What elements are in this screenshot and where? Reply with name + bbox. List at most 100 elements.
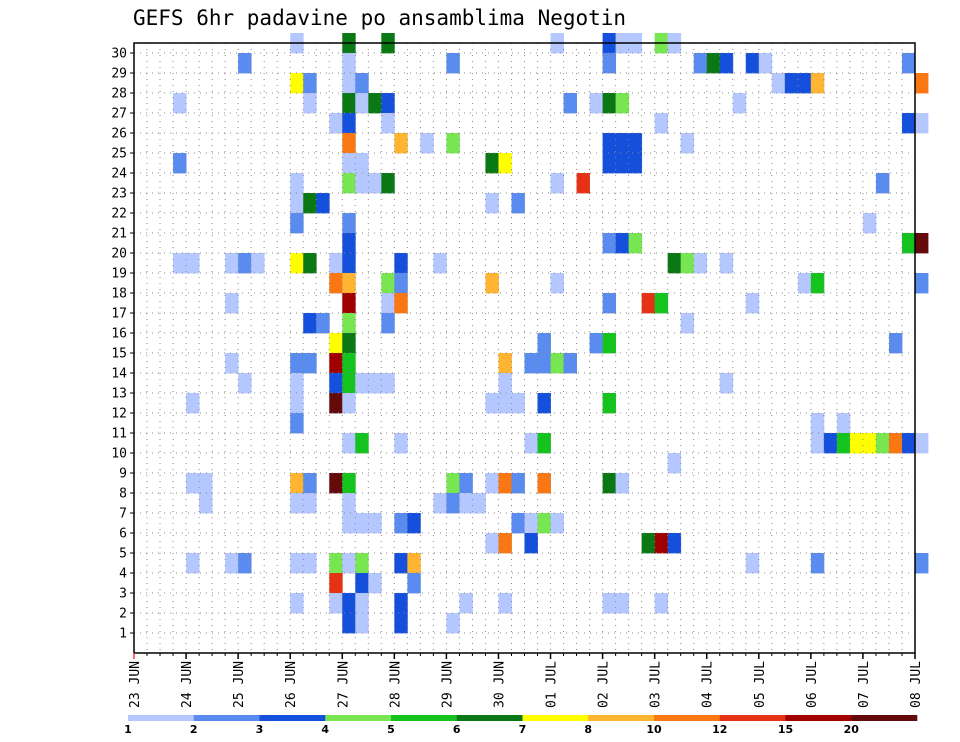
colorbar-segment <box>654 715 721 721</box>
heatmap-cell <box>355 373 369 394</box>
heatmap-cell <box>654 293 669 314</box>
heatmap-cell <box>381 173 395 194</box>
y-tick-label: 9 <box>119 467 127 482</box>
heatmap-cell <box>329 333 343 354</box>
heatmap-cell <box>485 273 499 294</box>
x-tick-label: 07 JUL <box>857 661 872 708</box>
heatmap-cell <box>875 433 890 454</box>
heatmap-cell <box>719 373 734 394</box>
y-tick-label: 20 <box>111 247 127 262</box>
heatmap-cell <box>329 373 343 394</box>
heatmap-cell <box>342 513 356 534</box>
heatmap-cell <box>498 153 512 174</box>
heatmap-cell <box>186 393 200 414</box>
heatmap-cell <box>329 273 343 294</box>
heatmap-cell <box>810 413 825 434</box>
heatmap-cell <box>355 73 369 94</box>
heatmap-cell <box>342 393 356 414</box>
heatmap-cell <box>355 93 369 114</box>
heatmap-cell <box>355 513 369 534</box>
heatmap-cell <box>342 333 356 354</box>
colorbar-segment <box>588 715 655 721</box>
heatmap-cell <box>355 573 369 594</box>
heatmap-cell <box>810 553 825 574</box>
y-tick-label: 29 <box>111 67 127 82</box>
heatmap-cell <box>329 353 343 374</box>
colorbar-segment <box>522 715 589 721</box>
y-tick-label: 8 <box>119 487 127 502</box>
y-tick-label: 27 <box>111 107 127 122</box>
x-tick-label: 02 JUL <box>597 661 612 708</box>
x-tick-label: 24 JUN <box>180 661 195 708</box>
heatmap-cell <box>238 253 252 274</box>
heatmap-cell <box>368 93 382 114</box>
colorbar-segment <box>128 715 195 721</box>
colorbar-segment <box>719 715 786 721</box>
heatmap-cell <box>745 293 760 314</box>
heatmap-cell <box>901 233 916 254</box>
heatmap-cell <box>589 333 603 354</box>
heatmap-cell <box>394 253 408 274</box>
heatmap-cell <box>888 433 903 454</box>
heatmap-cell <box>303 73 317 94</box>
heatmap-cell <box>342 313 356 334</box>
y-tick-label: 26 <box>111 127 127 142</box>
heatmap-cell <box>342 373 356 394</box>
heatmap-cell <box>394 613 408 634</box>
y-tick-label: 25 <box>111 147 127 162</box>
colorbar-label: 8 <box>584 723 592 736</box>
heatmap-cell <box>329 253 343 274</box>
heatmap-cell <box>511 393 525 414</box>
colorbar-segment <box>456 715 523 721</box>
heatmap-cell <box>381 113 395 134</box>
heatmap-cell <box>875 173 890 194</box>
heatmap-cell <box>836 413 851 434</box>
heatmap-cell <box>901 113 916 134</box>
heatmap-cell <box>537 353 551 374</box>
heatmap-cell <box>706 53 721 74</box>
heatmap-cell <box>303 493 317 514</box>
heatmap-cell <box>290 493 304 514</box>
x-tick-label: 06 JUL <box>805 661 820 708</box>
heatmap-cell <box>173 253 187 274</box>
heatmap-cell <box>368 373 382 394</box>
y-tick-label: 11 <box>111 427 127 442</box>
heatmap-cell <box>550 353 564 374</box>
heatmap-cell <box>641 533 656 554</box>
heatmap-cell <box>186 253 200 274</box>
heatmap-cell <box>342 93 356 114</box>
x-tick-label: 28 JUN <box>388 661 403 708</box>
y-tick-label: 21 <box>111 227 127 242</box>
heatmap-cell <box>394 513 408 534</box>
heatmap-cell <box>329 393 343 414</box>
heatmap-cell <box>498 373 512 394</box>
colorbar-segment <box>851 715 918 721</box>
heatmap-cell <box>225 293 239 314</box>
heatmap-cell <box>342 253 356 274</box>
y-tick-label: 6 <box>119 527 127 542</box>
heatmap-cell <box>303 473 317 494</box>
heatmap-cell <box>901 433 916 454</box>
heatmap-cell <box>394 553 408 574</box>
heatmap-cell <box>485 153 499 174</box>
heatmap-cell <box>446 473 460 494</box>
heatmap-cell <box>342 273 356 294</box>
y-tick-label: 1 <box>119 627 127 642</box>
heatmap-cell <box>524 513 538 534</box>
x-tick-label: 27 JUN <box>336 661 351 708</box>
heatmap-cell <box>524 533 538 554</box>
heatmap-cell <box>420 133 434 154</box>
heatmap-cell <box>225 253 239 274</box>
heatmap-cell <box>628 233 643 254</box>
heatmap-cell <box>433 493 447 514</box>
y-tick-label: 4 <box>119 567 127 582</box>
heatmap-cell <box>355 553 369 574</box>
heatmap-cell <box>511 193 525 214</box>
heatmap-cell <box>290 553 304 574</box>
heatmap-cell <box>446 53 460 74</box>
heatmap-cell <box>602 293 617 314</box>
heatmap-cell <box>342 133 356 154</box>
heatmap-cell <box>329 593 343 614</box>
x-tick-label: 29 JUN <box>440 661 455 708</box>
x-tick-label: 23 JUN <box>128 661 143 708</box>
